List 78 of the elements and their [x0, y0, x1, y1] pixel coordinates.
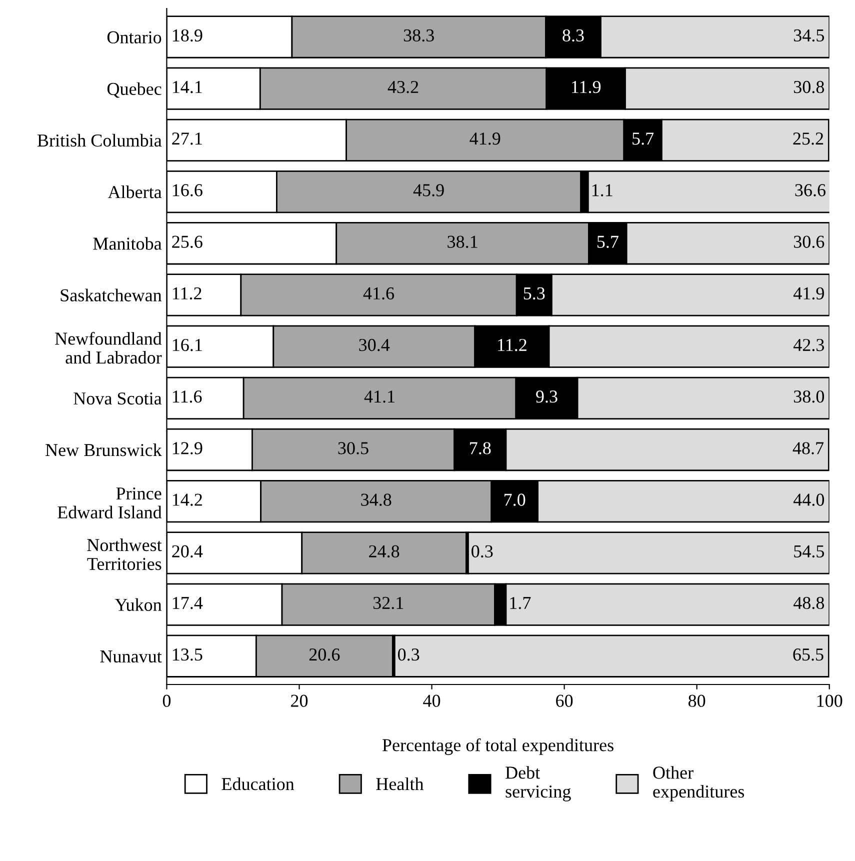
legend-label: Debt servicing [506, 766, 571, 802]
x-tick-label: 60 [556, 694, 573, 707]
y-tick-label: Newfoundland and Labrador [55, 332, 162, 364]
data-label: 0.3 [398, 648, 420, 661]
data-label: 7.8 [470, 442, 491, 454]
data-label: 43.2 [388, 80, 418, 94]
legend-label: Education [222, 777, 294, 790]
data-label: 45.9 [413, 184, 444, 196]
data-label: 30.6 [794, 236, 824, 248]
y-tick-label: Quebec [107, 82, 162, 98]
data-label: 41.9 [470, 132, 500, 145]
data-label: 30.8 [794, 80, 824, 94]
data-label: 11.6 [172, 390, 202, 403]
data-label: 7.0 [504, 494, 526, 506]
data-label: 8.3 [562, 29, 584, 42]
x-tick-label: 80 [688, 694, 706, 707]
y-tick-label: Nunavut [100, 650, 162, 663]
y-tick-label: Saskatchewan [60, 288, 162, 302]
data-label: 41.9 [793, 287, 824, 300]
data-label: 14.1 [172, 81, 202, 94]
x-tick-label: 20 [291, 694, 308, 707]
data-label: 5.7 [597, 236, 618, 248]
y-tick-label: Yukon [114, 598, 162, 611]
data-label: 48.8 [793, 596, 824, 610]
data-label: 30.5 [338, 442, 368, 454]
data-label: 18.9 [172, 29, 202, 42]
y-tick-label: British Columbia [37, 134, 162, 147]
data-label: 5.3 [524, 287, 545, 300]
data-label: 38.0 [794, 390, 824, 403]
x-tick-label: 100 [817, 694, 842, 707]
data-label: 13.5 [172, 648, 202, 661]
data-label: 65.5 [793, 648, 824, 661]
data-label: 25.2 [793, 132, 824, 145]
data-label: 36.6 [795, 184, 826, 196]
data-label: 11.9 [572, 80, 601, 94]
data-label: 16.1 [172, 338, 202, 352]
data-label: 25.6 [172, 236, 202, 248]
data-label: 5.7 [632, 132, 654, 145]
x-axis-title: Percentage of total expenditures [382, 738, 614, 755]
y-tick-label: Northwest Territories [87, 538, 162, 570]
data-label: 38.1 [448, 236, 478, 248]
data-label: 20.4 [172, 545, 203, 558]
data-label: 20.6 [309, 648, 340, 661]
y-tick-label: Prince Edward Island [58, 487, 162, 518]
data-label: 48.7 [792, 442, 824, 454]
y-tick-label: New Brunswick [46, 443, 162, 456]
data-label: 41.1 [364, 390, 394, 403]
data-label: 27.1 [172, 132, 202, 145]
y-tick-label: Manitoba [93, 237, 162, 250]
data-label: 34.5 [794, 29, 824, 42]
data-label: 12.9 [172, 442, 202, 454]
legend-label: Health [376, 777, 424, 790]
data-label: 14.2 [172, 494, 202, 506]
data-label: 44.0 [793, 494, 824, 506]
data-label: 11.2 [498, 338, 526, 352]
data-label: 0.3 [472, 545, 493, 558]
y-tick-label: Alberta [108, 186, 162, 198]
bar [394, 634, 830, 678]
data-label: 1.7 [510, 596, 531, 610]
data-label: 32.1 [373, 596, 404, 610]
data-label: 1.1 [592, 184, 612, 196]
data-label: 9.3 [536, 390, 558, 403]
legend-label: Other expenditures [653, 766, 744, 802]
data-label: 24.8 [369, 545, 400, 558]
data-label: 11.2 [172, 287, 202, 300]
data-label: 16.6 [172, 184, 202, 196]
x-tick-label: 40 [423, 694, 440, 707]
y-tick-label: Ontario [107, 31, 162, 44]
data-label: 54.5 [794, 545, 824, 558]
bar [468, 532, 830, 574]
y-tick-label: Nova Scotia [74, 392, 162, 405]
x-tick-label: 0 [162, 694, 171, 707]
data-label: 30.4 [359, 338, 390, 352]
data-label: 38.3 [404, 29, 434, 42]
data-label: 42.3 [793, 338, 824, 352]
data-label: 17.4 [172, 596, 203, 610]
data-label: 41.6 [363, 287, 394, 300]
data-label: 34.8 [361, 494, 392, 506]
